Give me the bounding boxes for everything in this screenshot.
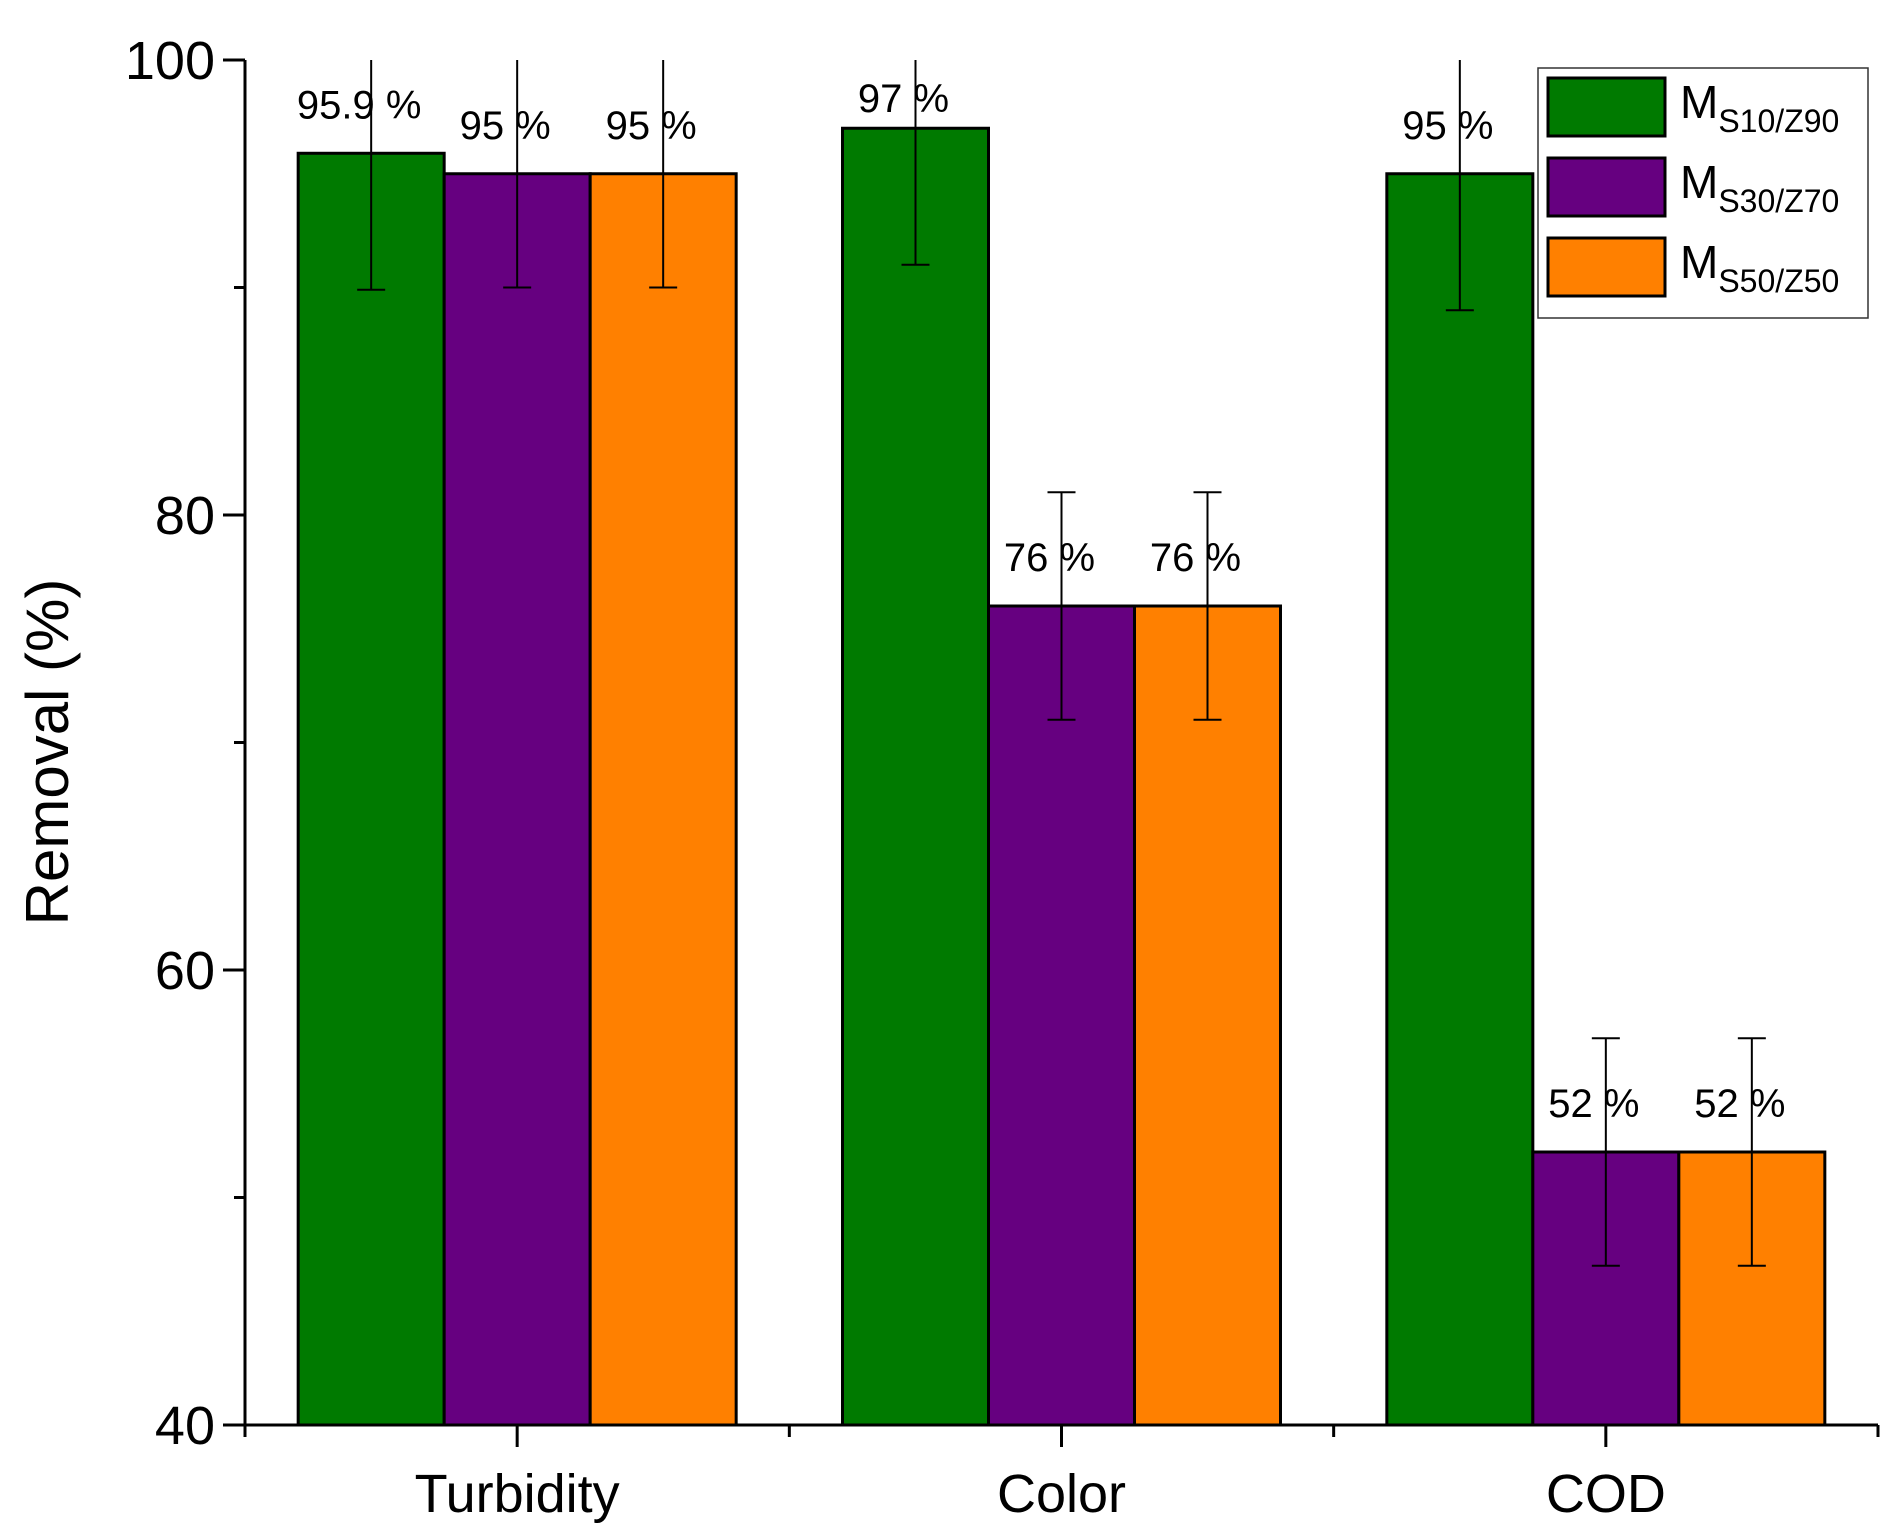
legend-label-series-1: MS10/Z90 bbox=[1680, 76, 1839, 139]
legend-label-main: M bbox=[1680, 236, 1718, 288]
bar-color-series-1 bbox=[841, 126, 990, 1427]
data-label-cod-series-3: 52 % bbox=[1694, 1082, 1785, 1126]
legend-swatch-series-1 bbox=[1546, 76, 1667, 138]
y-tick-label: 60 bbox=[155, 941, 215, 1001]
data-label-color-series-2: 76 % bbox=[1004, 536, 1095, 580]
data-label-turbidity-series-3: 95 % bbox=[606, 104, 697, 148]
legend-label-main: M bbox=[1680, 76, 1718, 128]
bar-color-series-2 bbox=[987, 604, 1136, 1427]
data-label-color-series-3: 76 % bbox=[1150, 536, 1241, 580]
x-tick-label-color: Color bbox=[997, 1464, 1126, 1524]
legend-swatch-series-3 bbox=[1546, 236, 1667, 298]
y-axis-label: Removal (%) bbox=[14, 579, 81, 926]
y-tick-label: 40 bbox=[155, 1396, 215, 1456]
data-label-turbidity-series-2: 95 % bbox=[460, 104, 551, 148]
data-label-color-series-1: 97 % bbox=[858, 77, 949, 121]
x-tick-label-turbidity: Turbidity bbox=[415, 1464, 620, 1524]
legend-label-main: M bbox=[1680, 156, 1718, 208]
legend-label-subscript: S50/Z50 bbox=[1718, 263, 1839, 299]
legend-label-series-2: MS30/Z70 bbox=[1680, 156, 1839, 219]
axes: 40 60 80 100 Turbidity Color COD bbox=[125, 31, 1880, 1524]
y-tick-label: 80 bbox=[155, 486, 215, 546]
legend-label-subscript: S10/Z90 bbox=[1718, 103, 1839, 139]
legend-label-subscript: S30/Z70 bbox=[1718, 183, 1839, 219]
legend-swatch-series-2 bbox=[1546, 156, 1667, 218]
data-label-turbidity-series-1: 95.9 % bbox=[297, 83, 422, 127]
data-label-cod-series-1: 95 % bbox=[1402, 104, 1493, 148]
bar-turbidity-series-2 bbox=[442, 172, 592, 1427]
x-tick-label-cod: COD bbox=[1546, 1464, 1666, 1524]
bar-cod-series-1 bbox=[1385, 172, 1535, 1427]
data-label-cod-series-2: 52 % bbox=[1548, 1082, 1639, 1126]
y-tick-label: 100 bbox=[125, 31, 215, 91]
bar-color-series-3 bbox=[1133, 604, 1282, 1427]
legend-label-series-3: MS50/Z50 bbox=[1680, 236, 1839, 299]
bar-turbidity-series-1 bbox=[296, 151, 446, 1427]
bar-turbidity-series-3 bbox=[588, 172, 738, 1427]
